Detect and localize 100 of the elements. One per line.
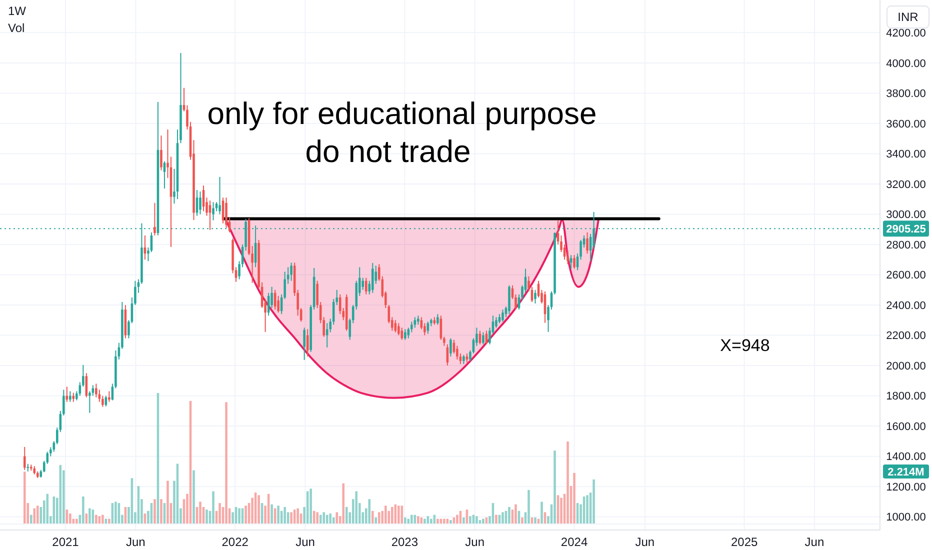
- y-tick-label: 1200.00: [886, 481, 926, 494]
- y-tick-label: 3200.00: [886, 178, 926, 191]
- y-tick-label: 1400.00: [886, 451, 926, 464]
- candlestick: [502, 309, 504, 322]
- bar: [329, 514, 332, 524]
- bar: [410, 514, 413, 524]
- bar: [218, 503, 221, 524]
- bar: [482, 518, 484, 524]
- bar: [82, 496, 84, 524]
- y-tick-label: 2800.00: [886, 239, 926, 252]
- bar: [378, 512, 380, 524]
- y-tick-label: 4000.00: [886, 58, 926, 70]
- bar: [192, 470, 195, 524]
- text: 2.214M: [888, 466, 924, 478]
- bar: [206, 510, 208, 524]
- bar: [284, 506, 286, 524]
- text: INR: [898, 10, 919, 24]
- candlestick: [212, 202, 214, 221]
- bar: [270, 504, 273, 524]
- bar: [154, 499, 156, 524]
- bar: [244, 506, 247, 524]
- x-tick-label: 2023: [391, 535, 418, 550]
- bar: [502, 512, 504, 524]
- bar: [417, 516, 420, 524]
- bar: [528, 490, 530, 524]
- bar: [540, 502, 543, 524]
- bar: [566, 441, 569, 524]
- candlestick: [199, 191, 202, 215]
- annotation: do not trade: [305, 134, 471, 169]
- bar: [296, 508, 299, 524]
- bar: [391, 506, 394, 524]
- candlestick: [400, 327, 404, 340]
- x-tick-label: 2025: [730, 535, 758, 550]
- bar: [508, 506, 510, 524]
- bar: [450, 520, 452, 524]
- y-tick-label: 3600.00: [886, 118, 926, 130]
- bar: [33, 508, 36, 524]
- y-tick-label: 4200.00: [886, 28, 926, 40]
- y-tick-label: 3000.00: [886, 209, 926, 222]
- bar: [462, 517, 465, 524]
- annotation: X=948: [720, 336, 770, 355]
- candlestick: [398, 322, 400, 336]
- candlestick: [218, 176, 221, 215]
- y-tick-label: 2600.00: [886, 270, 926, 282]
- bar: [238, 508, 240, 524]
- candlestick: [92, 384, 94, 396]
- bar: [436, 518, 439, 524]
- bar: [30, 514, 32, 524]
- bar: [76, 518, 78, 524]
- bar: [371, 510, 374, 524]
- bar: [36, 506, 39, 524]
- bar: [166, 480, 169, 524]
- bar: [290, 512, 292, 524]
- bar: [160, 499, 162, 524]
- bar: [514, 504, 517, 524]
- bar: [102, 514, 104, 524]
- chart-title: Vol: [8, 21, 25, 35]
- bar: [95, 514, 98, 524]
- candlestick: [404, 328, 406, 340]
- candlestick: [108, 390, 110, 402]
- x-tick-label: Jun: [804, 535, 824, 550]
- bar: [342, 483, 344, 524]
- bar: [534, 517, 536, 524]
- x-tick-label: Jun: [465, 535, 485, 550]
- bar: [384, 506, 387, 524]
- bar: [443, 518, 446, 524]
- annotation: only for educational purpose: [207, 96, 597, 131]
- candlestick: [573, 254, 576, 270]
- candlestick: [371, 262, 374, 294]
- candlestick: [290, 262, 292, 282]
- candlestick: [23, 446, 26, 470]
- y-tick-label: 1600.00: [886, 420, 926, 433]
- bar: [258, 495, 260, 524]
- candlestick: [69, 390, 72, 402]
- candlestick: [586, 232, 588, 254]
- candlestick: [534, 289, 536, 304]
- x-tick-label: Jun: [635, 535, 655, 550]
- bar: [336, 512, 338, 524]
- y-tick-label: 3400.00: [886, 148, 926, 161]
- bar: [404, 517, 406, 524]
- y-tick-label: 1800.00: [886, 390, 926, 403]
- x-tick-label: 2022: [222, 535, 249, 550]
- bar: [355, 491, 358, 524]
- bar: [573, 472, 576, 524]
- candlestick: [362, 277, 364, 290]
- bar: [108, 518, 110, 524]
- bar: [322, 512, 325, 524]
- x-tick-label: 2021: [52, 535, 80, 550]
- bar: [374, 517, 378, 524]
- bar: [316, 512, 318, 524]
- bar: [88, 508, 91, 524]
- bar: [521, 517, 524, 524]
- candlestick: [303, 327, 306, 360]
- bar: [495, 514, 498, 524]
- y-tick-label: 2400.00: [886, 300, 926, 312]
- chart-title: 1W: [8, 4, 27, 18]
- bar: [560, 498, 562, 524]
- candlestick: [450, 338, 452, 357]
- bar: [212, 491, 214, 524]
- x-tick-label: 2024: [560, 535, 588, 550]
